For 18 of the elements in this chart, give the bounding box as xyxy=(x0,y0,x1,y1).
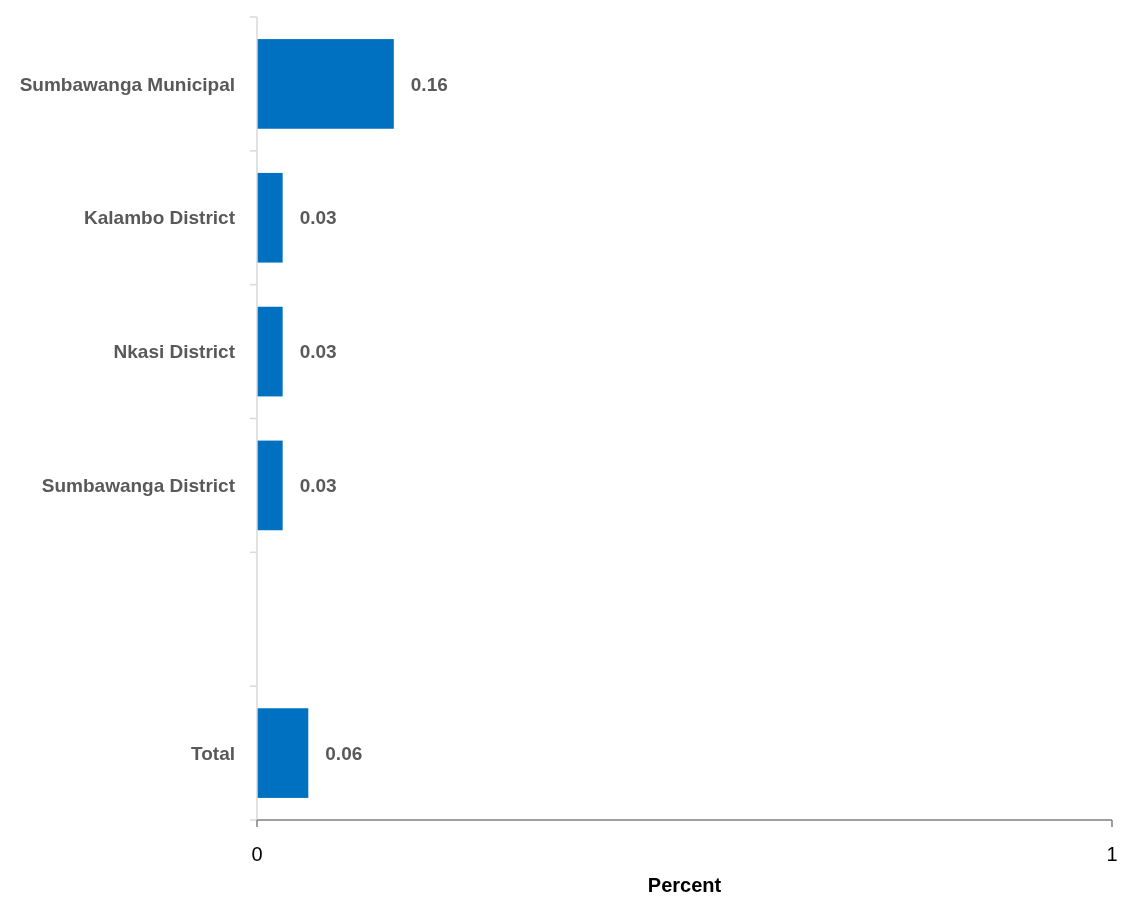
data-label: 0.03 xyxy=(299,341,337,363)
bar xyxy=(257,440,283,531)
y-tick-label: Total xyxy=(191,742,235,764)
bar xyxy=(257,172,283,263)
bar xyxy=(257,39,394,129)
y-tick-label: Sumbawanga District xyxy=(41,475,236,497)
x-axis-title: Percent xyxy=(647,874,722,896)
y-tick-label: Nkasi District xyxy=(113,341,236,363)
data-label: 0.03 xyxy=(299,475,337,497)
x-tick-label: 1 xyxy=(1106,843,1118,865)
y-tick-label: Kalambo District xyxy=(84,207,236,229)
y-tick-label: Sumbawanga Municipal xyxy=(19,73,235,95)
bar xyxy=(257,306,283,397)
data-label: 0.16 xyxy=(410,73,448,95)
data-label: 0.06 xyxy=(325,742,363,764)
x-tick-label: 0 xyxy=(251,843,263,865)
bar xyxy=(257,708,309,798)
data-label: 0.03 xyxy=(299,207,337,229)
